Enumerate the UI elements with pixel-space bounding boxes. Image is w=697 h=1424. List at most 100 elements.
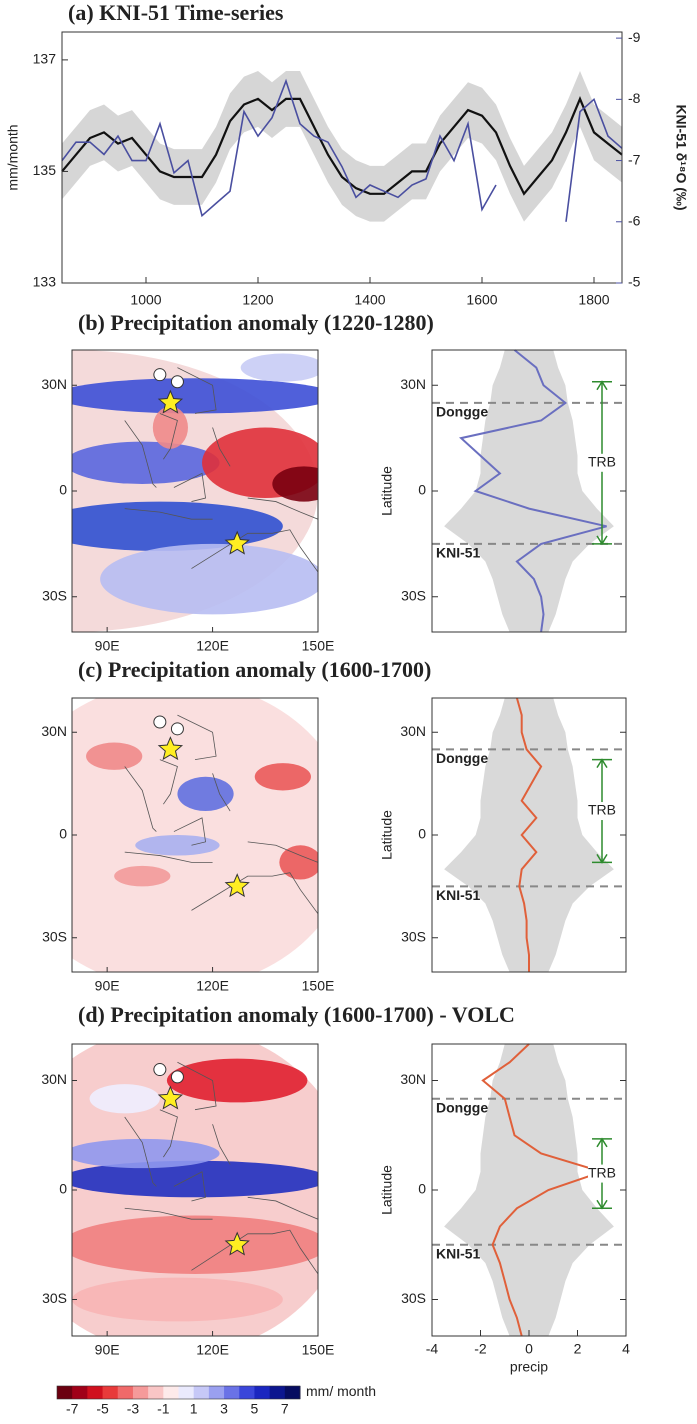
coastline [247, 841, 318, 863]
anomaly-patch [72, 698, 318, 972]
chart-title: (c) Precipitation anomaly (1600-1700) [78, 657, 431, 682]
anomaly-patch [72, 441, 220, 484]
color-swatch [193, 1386, 210, 1399]
y-tick-label: 30S [401, 1290, 426, 1306]
site-circle [170, 722, 184, 736]
y-tick-label: 0 [59, 826, 67, 842]
color-swatch [148, 1386, 164, 1399]
color-swatch [269, 1386, 286, 1399]
coastline [159, 413, 178, 460]
y-tick-label: 0 [418, 1181, 426, 1197]
color-swatch [254, 1386, 271, 1399]
anomaly-patch [135, 835, 220, 856]
x-tick-label: 1600 [466, 292, 497, 308]
x-tick-label: 90E [95, 1342, 120, 1358]
y-tick-label: 30S [401, 928, 426, 944]
x-tick-label: 2 [574, 1341, 582, 1357]
site-label: Dongge [436, 1099, 488, 1115]
color-swatch [132, 1386, 149, 1399]
envelope [444, 1044, 614, 1336]
color-swatch [239, 1386, 255, 1399]
color-swatch [178, 1386, 195, 1399]
site-circle [170, 1070, 184, 1084]
coastline [159, 1109, 178, 1158]
x-tick-label: 1000 [130, 292, 161, 308]
y-axis-label: Latitude [379, 810, 395, 860]
arrow-head [592, 758, 612, 864]
coastline [124, 1116, 157, 1187]
coastline [191, 1229, 318, 1275]
site-star [157, 736, 184, 761]
y-axis-label: Latitude [379, 1165, 395, 1215]
y-tick-label: 30S [42, 1290, 67, 1306]
y2-tick-label: -6 [628, 212, 641, 228]
site-circle [153, 368, 167, 382]
x-tick-label: 120E [196, 978, 229, 994]
coastline [124, 420, 157, 488]
coastline [247, 1196, 318, 1220]
coastline [173, 472, 206, 502]
coastline [173, 817, 206, 846]
anomaly-patch [72, 501, 283, 551]
y-tick-label: 137 [33, 51, 57, 67]
profile-line [459, 349, 607, 633]
coastline [191, 529, 318, 573]
coastline [124, 508, 213, 520]
anomaly-patch [72, 378, 318, 414]
colorbar-label: mm/ month [306, 1383, 376, 1399]
y-tick-label: 30S [401, 587, 426, 603]
anomaly-patch [152, 406, 188, 449]
x-tick-label: 150E [302, 978, 335, 994]
colorbar-frame [56, 1385, 301, 1400]
chart-title: (a) KNI-51 Time-series [68, 0, 284, 25]
y2-tick-label: -9 [628, 29, 641, 45]
x-tick-label: 150E [302, 638, 335, 654]
x-tick-label: 1400 [354, 292, 385, 308]
y-axis-label: mm/month [5, 124, 21, 190]
trb-label: TRB [588, 454, 616, 470]
anomaly-patch [89, 1084, 160, 1114]
y-axis-label: Latitude [379, 466, 395, 516]
coastline [177, 714, 217, 761]
anomaly-patch [100, 543, 318, 615]
coastline [124, 1207, 213, 1220]
coastline [173, 1171, 206, 1202]
coastline [124, 766, 157, 832]
site-star [224, 873, 250, 898]
color-swatch [57, 1386, 73, 1399]
y-tick-label: 30S [42, 928, 67, 944]
site-star [224, 1231, 250, 1256]
colorbar-tick-label: 7 [281, 1401, 289, 1417]
y-tick-label: 30N [400, 1071, 426, 1087]
x-axis-label: precip [510, 1359, 548, 1375]
coastline [124, 851, 213, 863]
site-star [157, 389, 184, 414]
y-tick-label: 135 [33, 162, 57, 178]
x-tick-label: 1800 [578, 292, 609, 308]
site-label: KNI-51 [436, 545, 481, 561]
y2-tick-label: -5 [628, 274, 641, 290]
site-label: KNI-51 [436, 887, 481, 903]
chart-title: (b) Precipitation anomaly (1220-1280) [78, 310, 434, 335]
coastline [212, 773, 231, 812]
site-star [224, 530, 250, 555]
color-swatch [163, 1386, 179, 1399]
site-label: KNI-51 [436, 1245, 481, 1261]
x-tick-label: 90E [95, 978, 120, 994]
x-tick-label: 4 [622, 1341, 630, 1357]
x-tick-label: -4 [426, 1341, 439, 1357]
anomaly-patch [166, 1058, 308, 1103]
profile-line [515, 697, 543, 972]
trb-label-bg [588, 802, 616, 821]
map-field [72, 350, 318, 632]
map-field [72, 1044, 318, 1336]
coastline [177, 367, 217, 414]
y2-tick-label: -8 [628, 90, 641, 106]
arrow-head [592, 380, 612, 546]
coastline [212, 1124, 231, 1165]
anomaly-patch [72, 1160, 318, 1198]
y-tick-label: 0 [59, 1181, 67, 1197]
trb-label-bg [588, 453, 616, 472]
y-tick-label: 30N [41, 1071, 67, 1087]
anomaly-patch [272, 466, 318, 502]
